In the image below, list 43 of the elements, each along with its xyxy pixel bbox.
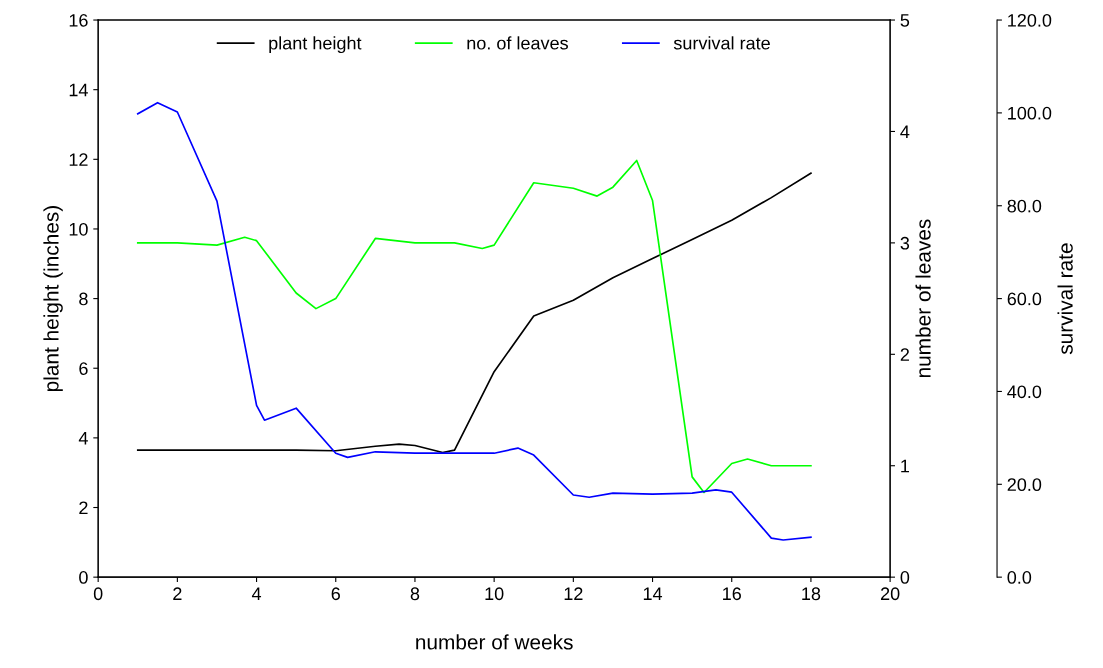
x-tick-label: 18	[802, 587, 821, 601]
y-tick-label: 12	[69, 153, 88, 166]
legend-label: no. of leaves	[467, 36, 568, 50]
y3-tick-label: 0.0	[1007, 571, 1032, 584]
y-tick-label: 16	[69, 13, 88, 27]
x-tick-label: 4	[251, 587, 262, 600]
y2-tick-label: 1	[901, 459, 909, 473]
y3-tick-label: 20.0	[1007, 478, 1042, 492]
y-tick-label: 14	[69, 83, 88, 97]
y3-tick-label: 60.0	[1007, 292, 1042, 306]
x-tick-label: 14	[643, 587, 663, 600]
y3-tick-label: 120.0	[1008, 13, 1052, 27]
y2-tick-label: 3	[900, 236, 910, 250]
x-tick-label: 12	[564, 587, 583, 600]
y3-axis-title: survival rate	[1057, 243, 1073, 355]
line-series	[136, 101, 812, 541]
y3-tick-label: 100.0	[1008, 106, 1052, 120]
y-axis-title: plant height (inches)	[43, 206, 63, 392]
x-tick-label: 20	[880, 587, 900, 601]
y3-tick-label: 80.0	[1007, 199, 1042, 213]
x-tick-label: 10	[485, 587, 504, 601]
y-tick-label: 0	[79, 571, 88, 584]
y2-tick-label: 4	[900, 125, 910, 138]
y-tick-label: 6	[79, 362, 88, 375]
y2-tick-label: 2	[900, 348, 909, 361]
legend-label: plant height	[269, 36, 362, 54]
y3-tick-label: 40.0	[1007, 385, 1042, 399]
y-tick-label: 2	[79, 501, 88, 515]
legend-label: survival rate	[673, 36, 770, 50]
line-series	[136, 172, 812, 454]
x-tick-label: 0	[93, 587, 103, 601]
x-tick-label: 2	[173, 587, 182, 600]
x-tick-label: 6	[331, 587, 340, 601]
x-axis-title: number of weeks	[416, 634, 573, 650]
y2-tick-label: 0	[900, 571, 910, 584]
y2-axis-title: number of leaves	[915, 219, 931, 378]
y2-tick-label: 5	[900, 14, 910, 27]
y-tick-label: 8	[79, 292, 88, 306]
x-tick-label: 8	[410, 587, 420, 601]
y-tick-label: 4	[78, 431, 88, 445]
y-tick-label: 10	[69, 222, 88, 236]
x-tick-label: 16	[723, 587, 741, 601]
line-series	[136, 159, 812, 494]
